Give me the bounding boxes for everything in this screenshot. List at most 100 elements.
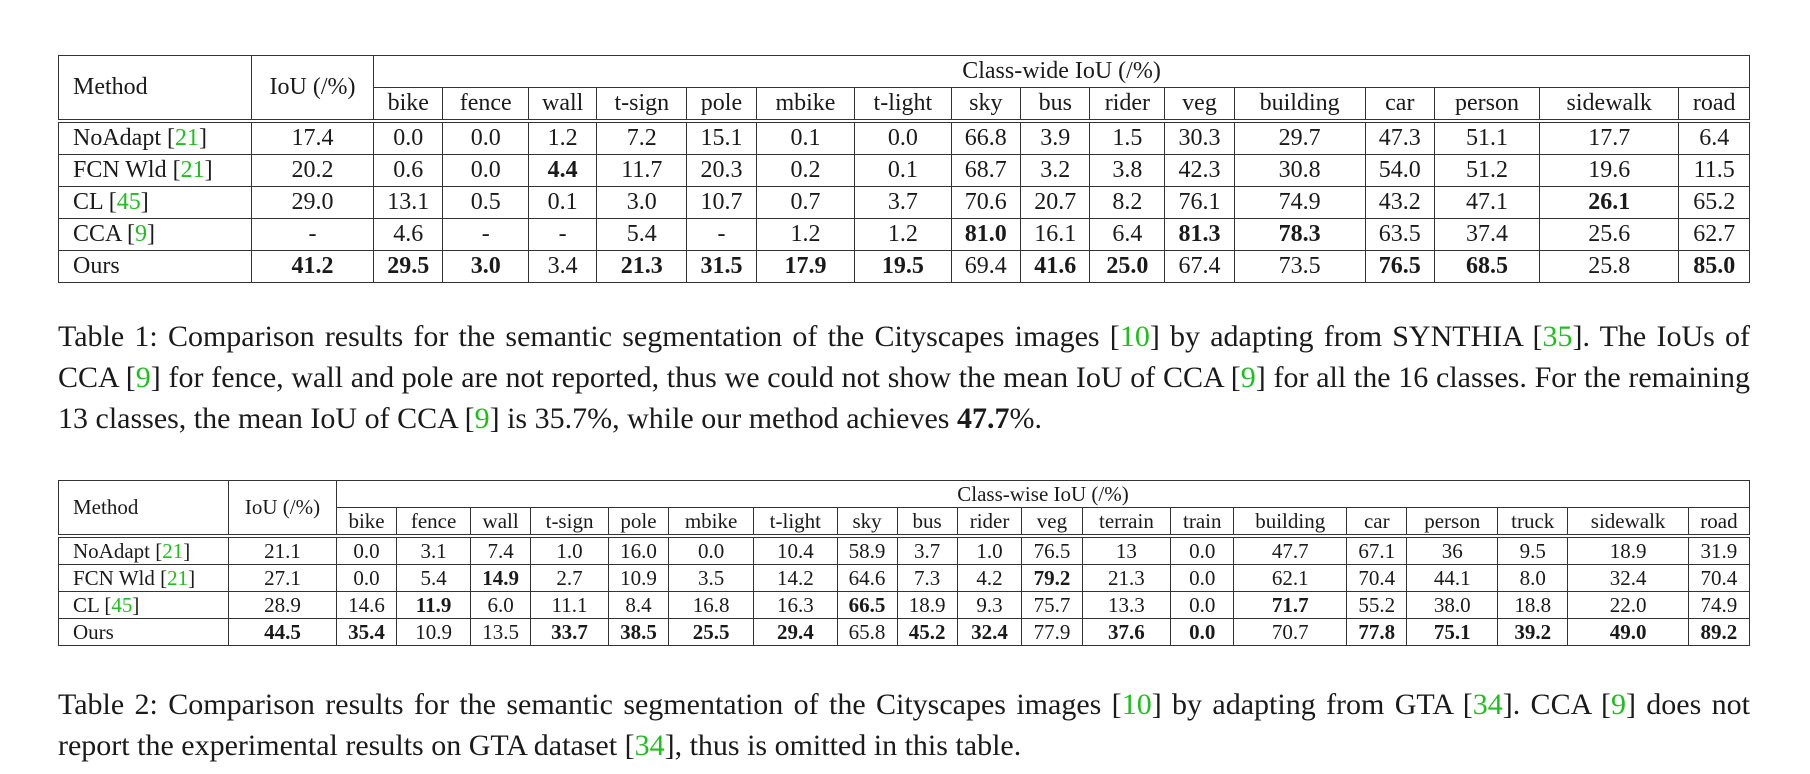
best-value: 77.8 [1358, 619, 1396, 644]
value: - [481, 221, 490, 247]
citation-link[interactable]: 45 [116, 189, 141, 215]
value: 20.2 [291, 157, 334, 183]
class-iou-cell: 25.0 [1089, 250, 1166, 283]
best-value: 29.5 [387, 253, 430, 279]
value: 47.1 [1466, 189, 1508, 215]
value: 5.4 [626, 221, 657, 247]
class-iou-cell: 0.1 [527, 186, 598, 219]
best-value: 81.3 [1178, 221, 1221, 247]
class-iou-cell: 0.1 [755, 119, 856, 155]
class-iou-cell: 7.2 [596, 119, 688, 155]
class-iou-cell: 13.1 [372, 186, 444, 219]
class-iou-cell: 0.0 [372, 119, 444, 155]
value: 1.2 [887, 221, 918, 247]
value: 3.4 [547, 253, 578, 279]
value: 28.9 [264, 592, 301, 617]
citation-link[interactable]: 9 [135, 221, 148, 247]
best-value: 31.5 [700, 253, 743, 279]
citation-link[interactable]: 9 [474, 402, 490, 435]
best-value: 79.2 [1033, 565, 1071, 590]
value: 76.5 [1033, 538, 1071, 563]
class-iou-cell: 74.9 [1687, 591, 1751, 619]
class-header: truck [1497, 507, 1569, 537]
method-name: CL [45] [58, 591, 229, 619]
citation-link[interactable]: 10 [1121, 688, 1152, 721]
value: 13.3 [1108, 592, 1145, 617]
value: 65.8 [848, 619, 886, 644]
citation-link[interactable]: 9 [1610, 688, 1626, 721]
value: 20.7 [1034, 189, 1077, 215]
caption-text: ] for fence, wall and pole are not repor… [150, 361, 1241, 394]
class-iou-cell: 29.4 [753, 618, 838, 646]
value: 0.0 [353, 565, 380, 590]
value: 19.6 [1588, 157, 1631, 183]
citation-link[interactable]: 10 [1119, 320, 1150, 353]
class-iou-cell: 43.2 [1364, 186, 1436, 219]
class-iou-cell: 19.5 [854, 250, 952, 283]
class-iou-cell: 32.4 [956, 618, 1023, 646]
value: 74.9 [1278, 189, 1321, 215]
value: 11.7 [621, 157, 663, 183]
class-iou-cell: 37.4 [1434, 218, 1540, 251]
value: 67.1 [1358, 538, 1396, 563]
value: 43.2 [1378, 189, 1421, 215]
class-iou-cell: 1.0 [530, 534, 609, 565]
method-header: Method [58, 55, 252, 122]
value: 18.9 [1609, 538, 1647, 563]
citation-link[interactable]: 34 [634, 729, 665, 762]
value: 44.1 [1433, 565, 1471, 590]
table-row: NoAdapt [21] 21.1 0.0 3.1 7.4 1.0 16.0 0.0 10.4 5… [58, 534, 1751, 565]
class-header: wall [527, 87, 598, 122]
citation-link[interactable]: 21 [167, 565, 189, 590]
mean-iou-cell: 28.9 [228, 591, 337, 619]
value: 11.1 [551, 592, 588, 617]
class-header: road [1687, 507, 1751, 537]
class-iou-cell: 11.7 [596, 154, 688, 187]
value: 47.3 [1378, 125, 1421, 151]
class-header: sky [950, 87, 1022, 122]
class-iou-cell: 45.2 [896, 618, 958, 646]
class-iou-cell: 17.7 [1538, 119, 1680, 155]
citation-link[interactable]: 21 [180, 157, 205, 183]
class-iou-cell: 14.2 [753, 564, 838, 592]
value: 16.1 [1034, 221, 1077, 247]
class-iou-cell: 67.1 [1346, 534, 1408, 565]
class-iou-cell: 3.5 [667, 564, 755, 592]
value: 0.0 [697, 538, 725, 563]
value: 37.4 [1466, 221, 1508, 247]
class-header: sidewalk [1538, 87, 1680, 122]
class-iou-cell: 75.7 [1021, 591, 1083, 619]
class-iou-cell: 31.5 [686, 250, 757, 283]
citation-link[interactable]: 35 [1542, 320, 1573, 353]
value: 27.1 [264, 565, 301, 590]
value: 4.6 [393, 221, 424, 247]
value: 73.5 [1278, 253, 1321, 279]
class-iou-cell: 0.1 [854, 154, 952, 187]
value: 18.9 [908, 592, 946, 617]
class-iou-cell: 19.6 [1538, 154, 1680, 187]
table-row: CL [45] 28.9 14.6 11.9 6.0 11.1 8.4 16.8 16.3 66.… [58, 591, 1751, 619]
class-iou-cell: - [527, 218, 598, 251]
best-value: 19.5 [881, 253, 924, 279]
class-iou-cell: 76.5 [1364, 250, 1436, 283]
table-row: Ours 44.5 35.4 10.9 13.5 33.7 38.5 25.5 29.4 65.8… [58, 618, 1751, 646]
citation-link[interactable]: 34 [1472, 688, 1503, 721]
class-iou-cell: 1.5 [1089, 119, 1166, 155]
table-row: NoAdapt [21] 17.4 0.0 0.0 1.2 7.2 15.1 0.1 0.0 66… [58, 119, 1750, 155]
class-iou-cell: 8.2 [1089, 186, 1166, 219]
table-row: CL [45] 29.0 13.1 0.5 0.1 3.0 10.7 0.7 3.7 70.6 20… [58, 186, 1750, 219]
class-header: road [1678, 87, 1750, 122]
citation-link[interactable]: 21 [174, 125, 199, 151]
class-iou-cell: 41.6 [1020, 250, 1091, 283]
class-header: mbike [667, 507, 755, 537]
citation-link[interactable]: 9 [1240, 361, 1256, 394]
class-header: person [1406, 507, 1499, 537]
class-iou-cell: 58.9 [836, 534, 898, 565]
best-value: 38.5 [620, 619, 657, 644]
best-value: 37.6 [1108, 619, 1145, 644]
citation-link[interactable]: 21 [162, 538, 184, 563]
citation-link[interactable]: 9 [135, 361, 151, 394]
class-iou-cell: 3.9 [1020, 119, 1091, 155]
citation-link[interactable]: 45 [111, 592, 133, 617]
class-header: t-light [753, 507, 838, 537]
